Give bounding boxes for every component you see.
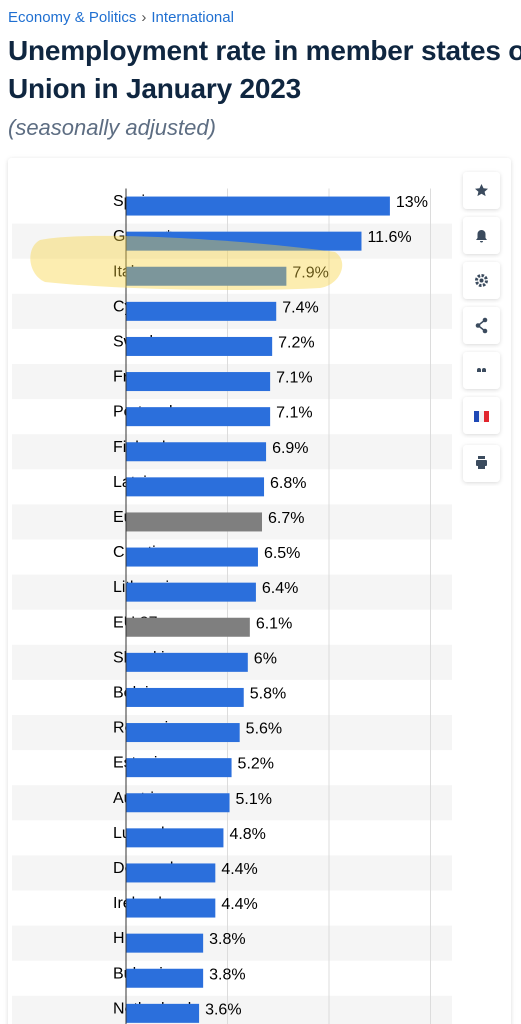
bar bbox=[126, 407, 271, 427]
breadcrumb-link[interactable]: Economy & Politics bbox=[8, 9, 136, 26]
value-label: 6.5% bbox=[264, 545, 300, 562]
value-label: 3.6% bbox=[205, 1001, 241, 1018]
value-label: 7.9% bbox=[292, 264, 328, 281]
bar bbox=[126, 547, 258, 567]
language-button[interactable] bbox=[463, 397, 500, 434]
bar bbox=[126, 723, 240, 743]
bar bbox=[126, 617, 250, 637]
value-label: 5.8% bbox=[250, 685, 286, 702]
value-label: 6.4% bbox=[262, 580, 298, 597]
value-label: 6.7% bbox=[268, 510, 304, 527]
row-band bbox=[12, 785, 452, 821]
breadcrumb-separator: › bbox=[141, 9, 146, 26]
highlight-annotation bbox=[30, 235, 343, 290]
value-label: 5.6% bbox=[246, 721, 282, 738]
plot: Spain13%Greece*11.6%Italy7.9%Cyprus7.4%S… bbox=[12, 188, 452, 1024]
bar bbox=[126, 266, 287, 286]
value-label: 13% bbox=[396, 194, 428, 211]
bar bbox=[126, 512, 263, 532]
value-label: 4.8% bbox=[229, 826, 265, 843]
row-band bbox=[12, 855, 452, 891]
bar bbox=[126, 196, 390, 216]
bookmark-button[interactable] bbox=[463, 172, 500, 209]
bar bbox=[126, 758, 232, 778]
cite-button[interactable] bbox=[463, 352, 500, 389]
value-label: 6% bbox=[254, 650, 277, 667]
subtitle: (seasonally adjusted) bbox=[8, 115, 216, 140]
settings-button[interactable] bbox=[463, 262, 500, 299]
bar bbox=[126, 442, 267, 462]
bar bbox=[126, 336, 273, 356]
bar bbox=[126, 477, 265, 497]
share-button[interactable] bbox=[463, 307, 500, 344]
bar bbox=[126, 968, 204, 988]
breadcrumb-link[interactable]: International bbox=[151, 9, 234, 26]
bar bbox=[126, 863, 216, 883]
bar bbox=[126, 933, 204, 953]
title-line: Union in January 2023 bbox=[8, 73, 301, 104]
value-label: 4.4% bbox=[221, 861, 257, 878]
bar bbox=[126, 1003, 200, 1023]
value-label: 6.9% bbox=[272, 440, 308, 457]
breadcrumb: Economy & Politics › International bbox=[8, 9, 234, 26]
bar bbox=[126, 828, 224, 848]
alert-button[interactable] bbox=[463, 217, 500, 254]
print-button[interactable] bbox=[463, 445, 500, 482]
row-band bbox=[12, 925, 452, 961]
toolbar bbox=[463, 172, 500, 482]
row-band bbox=[12, 995, 452, 1024]
value-label: 7.2% bbox=[278, 334, 314, 351]
value-label: 4.4% bbox=[221, 896, 257, 913]
bar bbox=[126, 582, 256, 602]
value-label: 6.1% bbox=[256, 615, 292, 632]
bar bbox=[126, 652, 248, 672]
value-label: 7.4% bbox=[282, 299, 318, 316]
bar bbox=[126, 687, 244, 707]
bar bbox=[126, 898, 216, 918]
value-label: 3.8% bbox=[209, 966, 245, 983]
bar bbox=[126, 301, 277, 321]
value-label: 11.6% bbox=[367, 229, 411, 246]
bar bbox=[126, 372, 271, 392]
bar bbox=[126, 231, 362, 251]
value-label: 5.1% bbox=[236, 791, 272, 808]
value-label: 7.1% bbox=[276, 405, 312, 422]
value-label: 5.2% bbox=[238, 756, 274, 773]
title-line: Unemployment rate in member states of bbox=[8, 35, 521, 66]
value-label: 3.8% bbox=[209, 931, 245, 948]
bar bbox=[126, 793, 230, 813]
value-label: 7.1% bbox=[276, 370, 312, 387]
value-label: 6.8% bbox=[270, 475, 306, 492]
